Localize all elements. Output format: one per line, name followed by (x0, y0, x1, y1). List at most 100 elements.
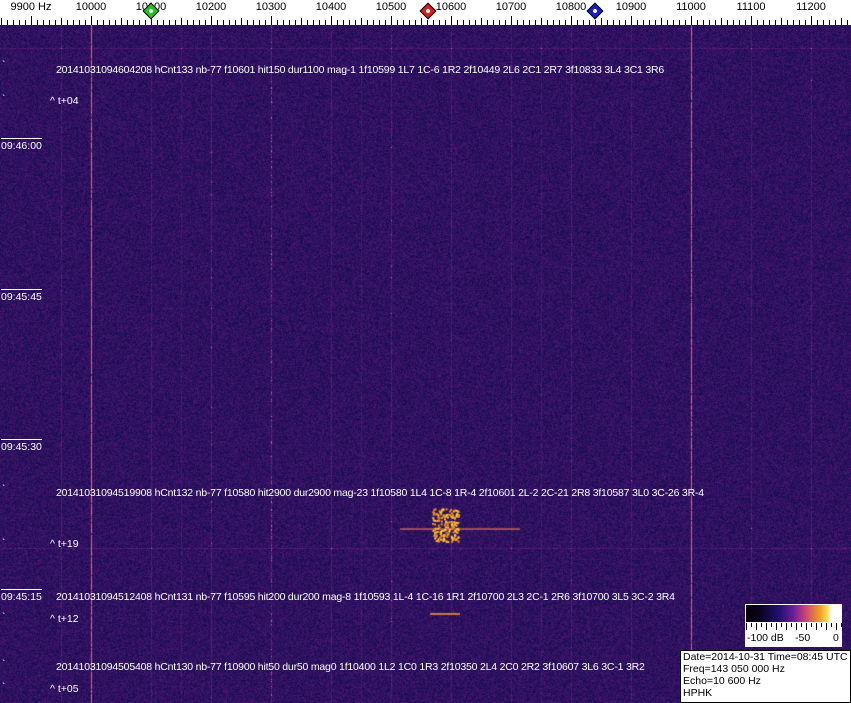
axis-tick (271, 16, 272, 25)
axis-tick (817, 20, 818, 25)
axis-tick (637, 20, 638, 25)
axis-tick (247, 20, 248, 25)
axis-tick (517, 20, 518, 25)
axis-tick (763, 20, 764, 25)
axis-tick (211, 16, 212, 25)
axis-tick (19, 20, 20, 25)
color-scale-label: -100 dB (747, 632, 784, 644)
axis-tick (259, 20, 260, 25)
info-box: Date=2014-10-31 Time=08:45 UTC Freq=143 … (680, 650, 851, 703)
axis-tick (769, 20, 770, 25)
info-echo: Echo=10 600 Hz (683, 675, 761, 687)
axis-tick (409, 20, 410, 25)
axis-tick (697, 20, 698, 25)
color-scale-tick (821, 623, 822, 627)
axis-tick (691, 16, 692, 25)
axis-tick (757, 20, 758, 25)
info-date-time: Date=2014-10-31 Time=08:45 UTC (683, 651, 848, 663)
axis-tick (67, 20, 68, 25)
color-scale-tick (786, 623, 787, 630)
detection-annotation: 20141031094519908 hCnt132 nb-77 f10580 h… (56, 487, 704, 499)
axis-tick (121, 18, 122, 25)
detection-annotation: 20141031094512408 hCnt131 nb-77 f10595 h… (56, 591, 675, 603)
axis-tick (187, 20, 188, 25)
axis-tick (205, 20, 206, 25)
axis-tick-label: 10700 (495, 1, 527, 13)
axis-tick (829, 20, 830, 25)
axis-tick (265, 20, 266, 25)
color-scale-tick (746, 623, 747, 630)
axis-tick (415, 20, 416, 25)
event-mark: ` (2, 682, 6, 693)
axis-tick (139, 20, 140, 25)
axis-tick (439, 20, 440, 25)
color-scale-tick (771, 623, 772, 627)
color-scale-tick (811, 623, 812, 627)
color-scale: -100 dB -50 0 (745, 604, 842, 647)
axis-tick (289, 20, 290, 25)
info-frequency: Freq=143 050 000 Hz (683, 663, 785, 675)
axis-tick (145, 20, 146, 25)
axis-tick (295, 20, 296, 25)
color-scale-tick (796, 623, 797, 630)
axis-tick (451, 16, 452, 25)
axis-tick (751, 16, 752, 25)
axis-tick (73, 20, 74, 25)
axis-tick (661, 18, 662, 25)
axis-tick (535, 20, 536, 25)
axis-tick (163, 20, 164, 25)
event-mark: ` (2, 60, 6, 71)
axis-tick (391, 16, 392, 25)
color-scale-tick (781, 623, 782, 627)
axis-tick (367, 20, 368, 25)
axis-tick (229, 20, 230, 25)
axis-tick (109, 20, 110, 25)
axis-tick (181, 18, 182, 25)
axis-tick (127, 20, 128, 25)
axis-tick (823, 20, 824, 25)
color-scale-tick (761, 623, 762, 627)
time-offset: ^ t+12 (50, 613, 79, 625)
detection-annotation: 20141031094604208 hCnt133 nb-77 f10601 h… (56, 64, 665, 76)
axis-tick (319, 20, 320, 25)
axis-tick (643, 20, 644, 25)
axis-tick (445, 20, 446, 25)
axis-tick (433, 20, 434, 25)
color-scale-tick (816, 623, 817, 630)
axis-tick (79, 20, 80, 25)
axis-tick (253, 20, 254, 25)
axis-tick (733, 20, 734, 25)
event-mark: ` (2, 484, 6, 495)
color-scale-tick (826, 623, 827, 630)
event-mark: ` (2, 94, 6, 105)
axis-tick (607, 20, 608, 25)
axis-tick (25, 20, 26, 25)
axis-tick (43, 20, 44, 25)
axis-tick (505, 20, 506, 25)
axis-tick-label: 10400 (315, 1, 347, 13)
axis-tick (7, 20, 8, 25)
axis-tick (493, 20, 494, 25)
event-mark: ` (2, 538, 6, 549)
waterfall-spectrogram[interactable] (0, 25, 851, 703)
time-label: 09:45:15 (1, 589, 42, 603)
axis-tick (799, 20, 800, 25)
time-offset: ^ t+19 (50, 538, 79, 550)
color-scale-ticks (746, 623, 842, 630)
axis-tick (115, 20, 116, 25)
axis-tick (325, 20, 326, 25)
color-scale-tick (751, 623, 752, 627)
axis-tick (97, 20, 98, 25)
axis-tick (343, 20, 344, 25)
axis-tick (361, 18, 362, 25)
color-scale-tick (836, 623, 837, 630)
axis-tick (553, 20, 554, 25)
axis-tick-label: 10500 (375, 1, 407, 13)
axis-unit-label: 9900 Hz (10, 1, 52, 13)
axis-tick (565, 20, 566, 25)
axis-tick (523, 20, 524, 25)
color-scale-tick (791, 623, 792, 627)
axis-tick (457, 20, 458, 25)
axis-tick (631, 16, 632, 25)
axis-tick-label: 10000 (75, 1, 107, 13)
